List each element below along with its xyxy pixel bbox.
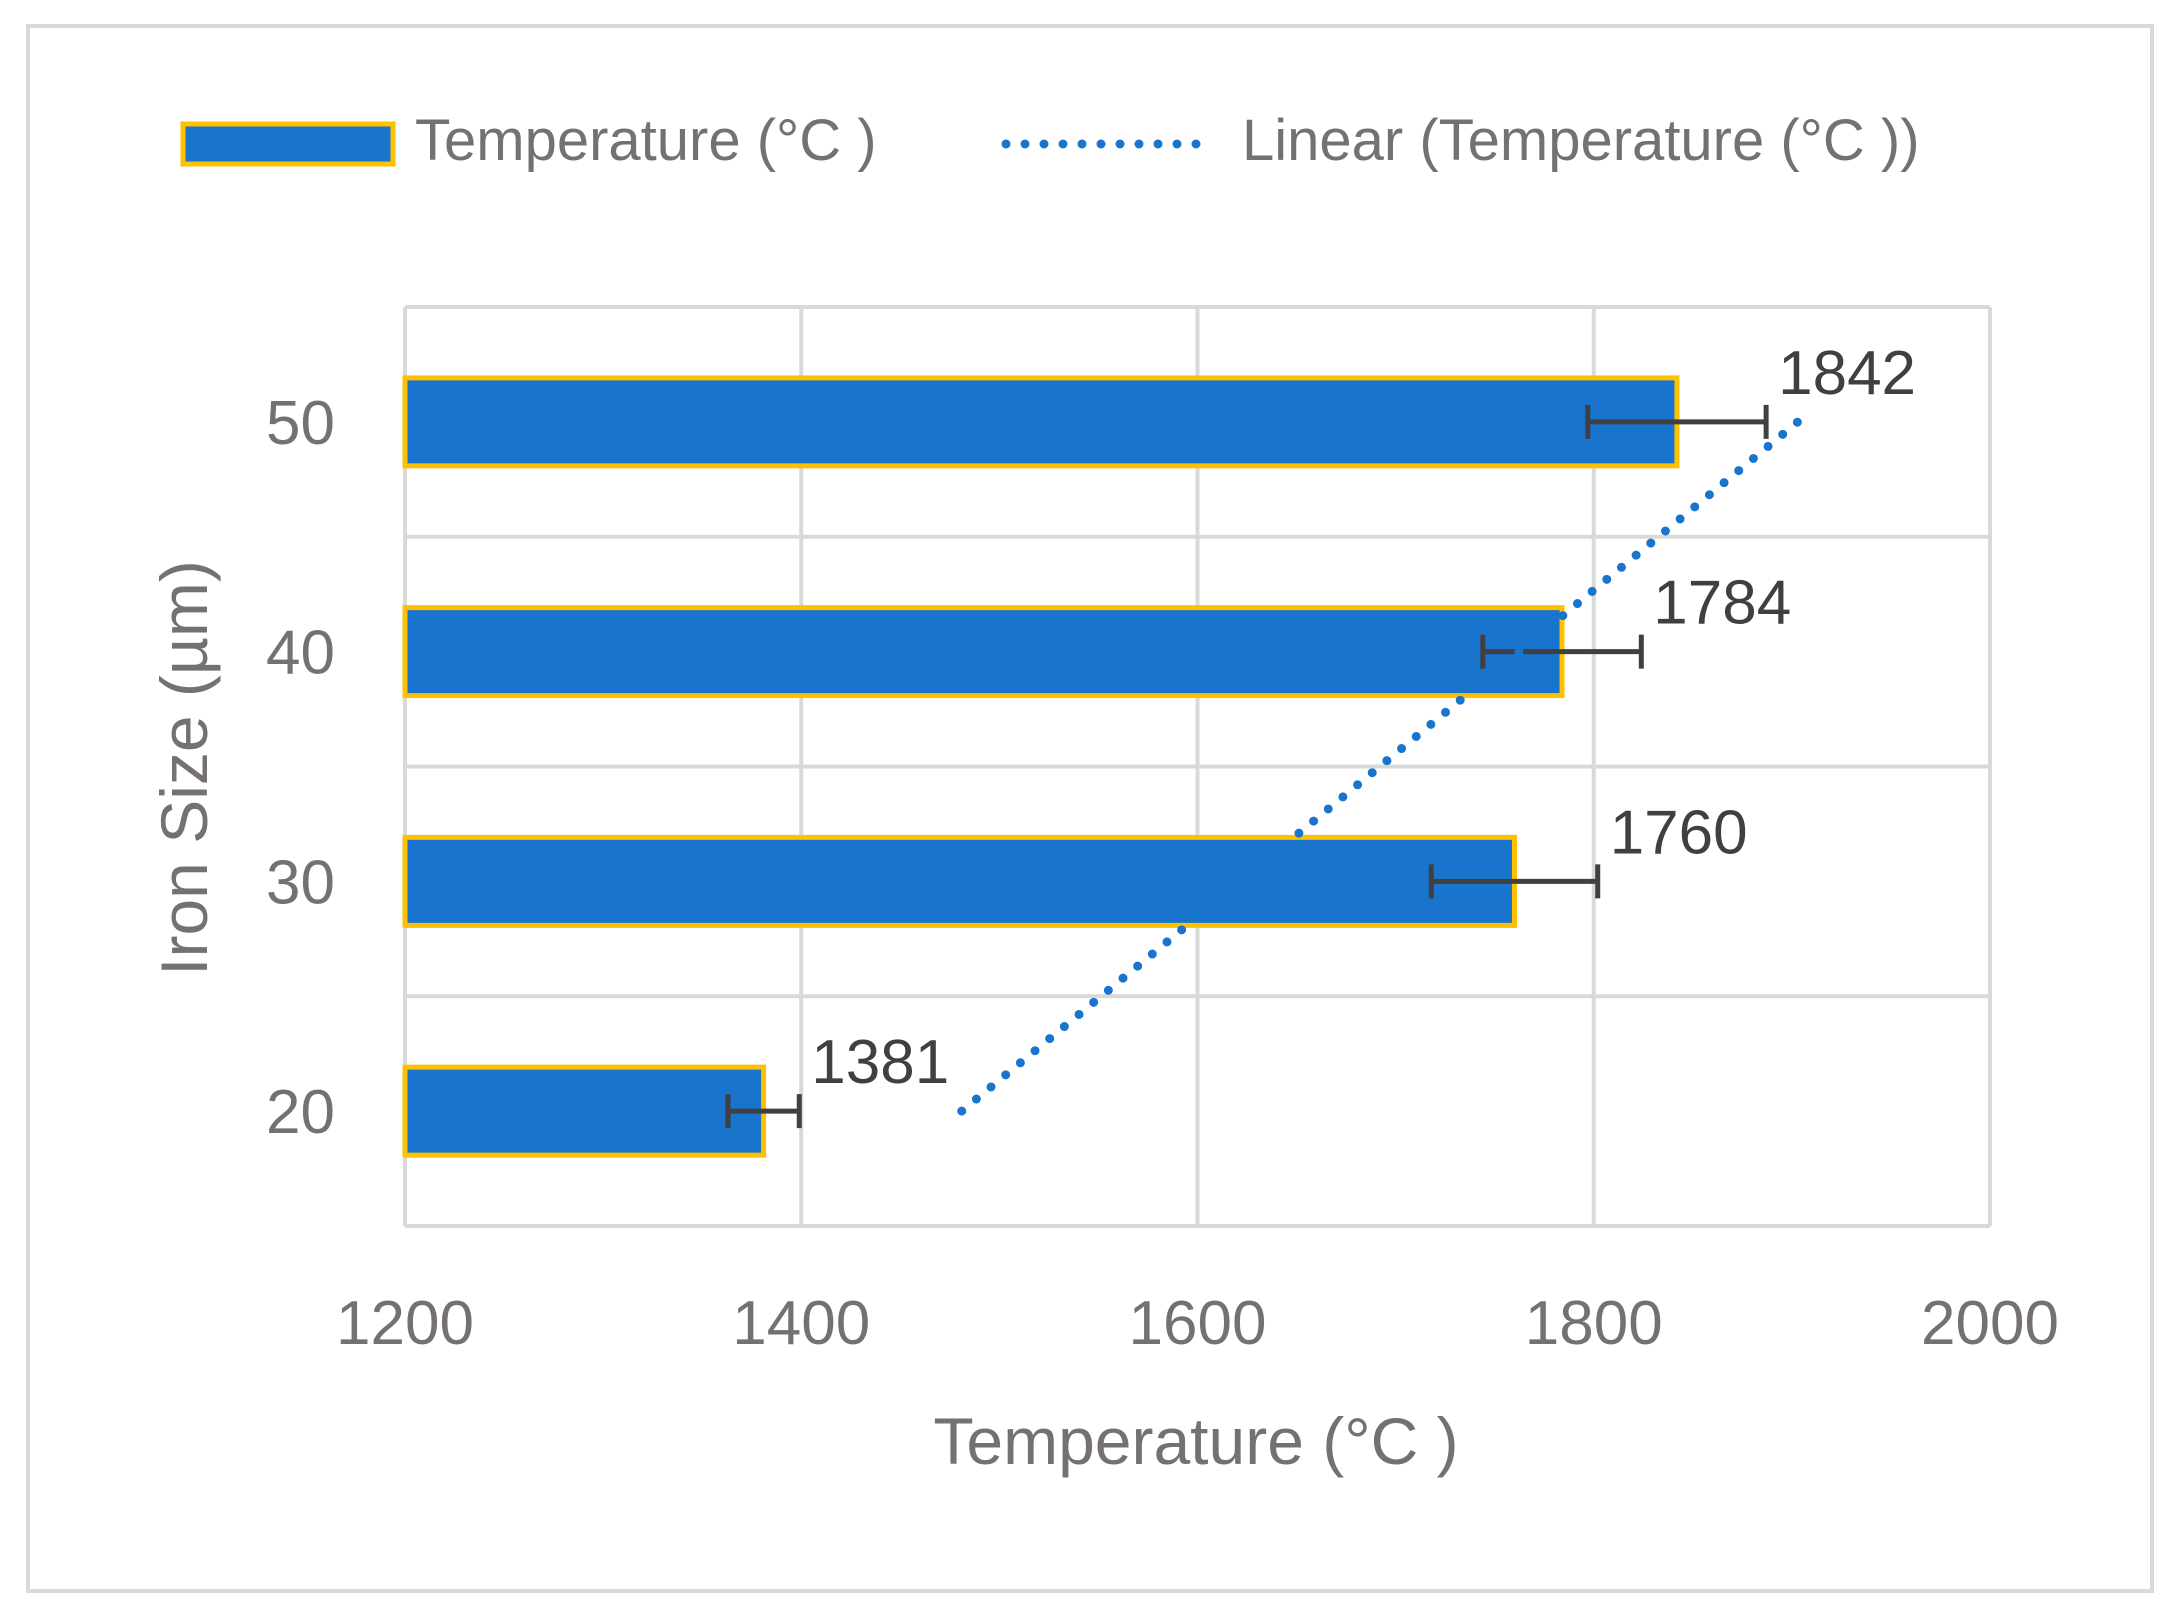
legend-swatch-temperature (180, 121, 396, 167)
data-label-30: 1760 (1610, 798, 1748, 867)
bar-40 (402, 605, 1565, 699)
error-bars (725, 404, 1769, 1129)
data-label-40: 1784 (1653, 569, 1791, 638)
y-tick-label-20: 20 (266, 1078, 335, 1147)
x-tick-label-1600: 1600 (1129, 1289, 1267, 1358)
legend: Temperature (°C ) Linear (Temperature (°… (180, 108, 1920, 173)
error-bar-40 (1480, 634, 1644, 669)
x-tick-label-1400: 1400 (732, 1289, 870, 1358)
data-label-50: 1842 (1778, 339, 1916, 408)
y-tick-labels: 20 30 40 50 (266, 389, 335, 1147)
x-tick-label-1800: 1800 (1525, 1289, 1663, 1358)
x-tick-labels: 1200 1400 1600 1800 2000 (336, 1289, 2059, 1358)
y-tick-label-40: 40 (266, 619, 335, 688)
x-tick-label-2000: 2000 (1921, 1289, 2059, 1358)
data-label-20: 1381 (811, 1028, 949, 1097)
x-axis-title: Temperature (°C ) (933, 1404, 1458, 1478)
x-tick-label-1200: 1200 (336, 1289, 474, 1358)
chart-frame (26, 24, 2154, 1593)
y-tick-label-50: 50 (266, 389, 335, 458)
legend-label-trendline: Linear (Temperature (°C )) (1242, 108, 1920, 173)
bar-20 (402, 1064, 767, 1158)
error-bar-20 (725, 1094, 802, 1129)
legend-label-temperature: Temperature (°C ) (415, 108, 877, 173)
data-labels: 1381 1760 1784 1842 (811, 339, 1916, 1097)
error-bar-30 (1428, 864, 1601, 899)
bar-30 (402, 834, 1517, 928)
y-axis-title: Iron Size (µm) (147, 560, 221, 976)
bar-50 (402, 375, 1680, 469)
error-bar-50 (1585, 404, 1769, 439)
y-tick-label-30: 30 (266, 848, 335, 917)
